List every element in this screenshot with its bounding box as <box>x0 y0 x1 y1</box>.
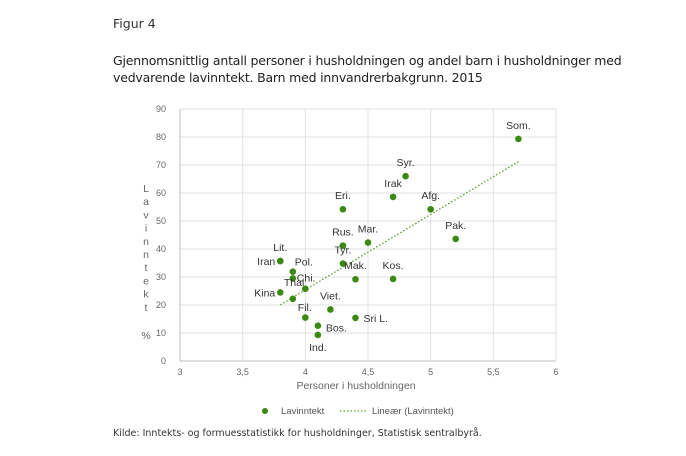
x-tick-label: 5 <box>428 367 433 377</box>
data-point <box>314 331 322 339</box>
legend-marker-icon <box>262 408 268 414</box>
data-point <box>289 275 297 282</box>
point-label: Eri. <box>335 190 351 202</box>
data-point <box>515 135 522 143</box>
data-point <box>276 289 284 296</box>
data-point <box>289 295 297 303</box>
point-label: Bos. <box>326 323 347 335</box>
point-label: Viet. <box>320 290 341 302</box>
y-axis-title-char: v <box>143 209 149 221</box>
point-label: Rus. <box>332 227 354 239</box>
trendline <box>279 161 519 306</box>
point-label: Kina <box>254 287 275 299</box>
data-point <box>289 268 297 275</box>
x-tick-label: 5,5 <box>487 367 500 377</box>
trendline-group <box>279 161 519 306</box>
data-point <box>352 275 359 283</box>
legend-entry-linear: Lineær (Lavinntekt) <box>372 406 454 417</box>
data-point <box>364 239 372 246</box>
point-label: Som. <box>506 120 531 132</box>
point-label: Chi. <box>297 272 316 284</box>
figure-label: Figur 4 <box>113 16 156 31</box>
x-tick-label: 3,5 <box>236 367 249 377</box>
y-tick-label: 20 <box>156 300 166 310</box>
y-tick-label: 50 <box>156 216 166 226</box>
data-point <box>302 314 309 321</box>
point-label: Pak. <box>445 220 466 232</box>
y-tick-label: 80 <box>156 132 166 142</box>
point-label: Tyr. <box>334 245 351 257</box>
point-label: Mak. <box>344 260 367 272</box>
point-label: Kos. <box>383 260 404 272</box>
y-tick-label: 10 <box>156 328 166 338</box>
y-axis-title-char: L <box>143 183 149 195</box>
x-tick-label: 4,5 <box>362 367 375 377</box>
y-axis-title-char: a <box>143 196 149 208</box>
point-label: Afg. <box>421 190 440 202</box>
y-axis-title-char: i <box>145 223 147 235</box>
y-axis-title-char: n <box>143 249 149 261</box>
point-label: Pol. <box>295 257 313 269</box>
x-tick-label: 3 <box>177 367 182 377</box>
y-axis-title-char: t <box>145 302 148 314</box>
point-label: Fil. <box>298 302 312 314</box>
y-axis-title-char: k <box>143 289 149 301</box>
point-label: Syr. <box>397 157 415 169</box>
grid <box>179 108 557 362</box>
data-point <box>452 235 460 243</box>
data-point <box>314 322 322 330</box>
x-tick-label: 6 <box>553 367 558 377</box>
data-point <box>352 314 359 322</box>
data-point <box>327 306 334 313</box>
y-tick-label: 60 <box>156 188 166 198</box>
y-axis-unit: % <box>141 330 150 342</box>
y-axis-title: Lavinntekt% <box>141 183 150 342</box>
y-tick-label: 70 <box>156 160 166 170</box>
point-label: Lit. <box>273 242 287 254</box>
y-tick-label: 0 <box>161 356 166 366</box>
data-point <box>339 260 347 267</box>
data-point <box>427 205 434 213</box>
point-label: Mar. <box>358 224 378 236</box>
y-tick-label: 90 <box>156 104 166 114</box>
x-axis-ticks: 3 3,5 4 4,5 5 5,5 6 <box>177 367 558 377</box>
data-point <box>389 193 397 201</box>
figure-title: Gjennomsnittlig antall personer i hushol… <box>113 53 622 85</box>
y-tick-label: 40 <box>156 244 166 254</box>
x-axis-title: Personer i husholdningen <box>296 380 415 392</box>
point-label: Ind. <box>309 342 327 354</box>
y-axis-ticks: 0 10 20 30 40 50 60 70 80 90 <box>156 104 166 366</box>
data-point <box>389 275 397 283</box>
data-point <box>402 172 409 180</box>
legend-entry-lavinntekt: Lavinntekt <box>281 406 325 417</box>
point-label: Iran <box>257 256 275 268</box>
y-axis-title-char: e <box>143 275 149 287</box>
legend: Lavinntekt Lineær (Lavinntekt) <box>262 406 454 417</box>
x-tick-label: 4 <box>303 367 308 377</box>
y-axis-title-char: n <box>143 236 149 248</box>
source-note: Kilde: Inntekts- og formuesstatistikk fo… <box>113 428 482 439</box>
y-axis-title-char: t <box>145 262 148 274</box>
data-point <box>339 205 347 213</box>
data-points <box>276 135 522 339</box>
data-point <box>302 285 309 293</box>
point-label: Irak <box>384 178 402 190</box>
point-label: Thai <box>284 277 304 289</box>
point-label: Sri L. <box>363 313 388 325</box>
point-labels: Som. Syr. Irak Afg. Eri. Pak. Mar. Rus. Lit. Iran… <box>254 120 530 354</box>
data-point <box>339 242 347 249</box>
y-tick-label: 30 <box>156 272 166 282</box>
data-point <box>276 257 284 265</box>
